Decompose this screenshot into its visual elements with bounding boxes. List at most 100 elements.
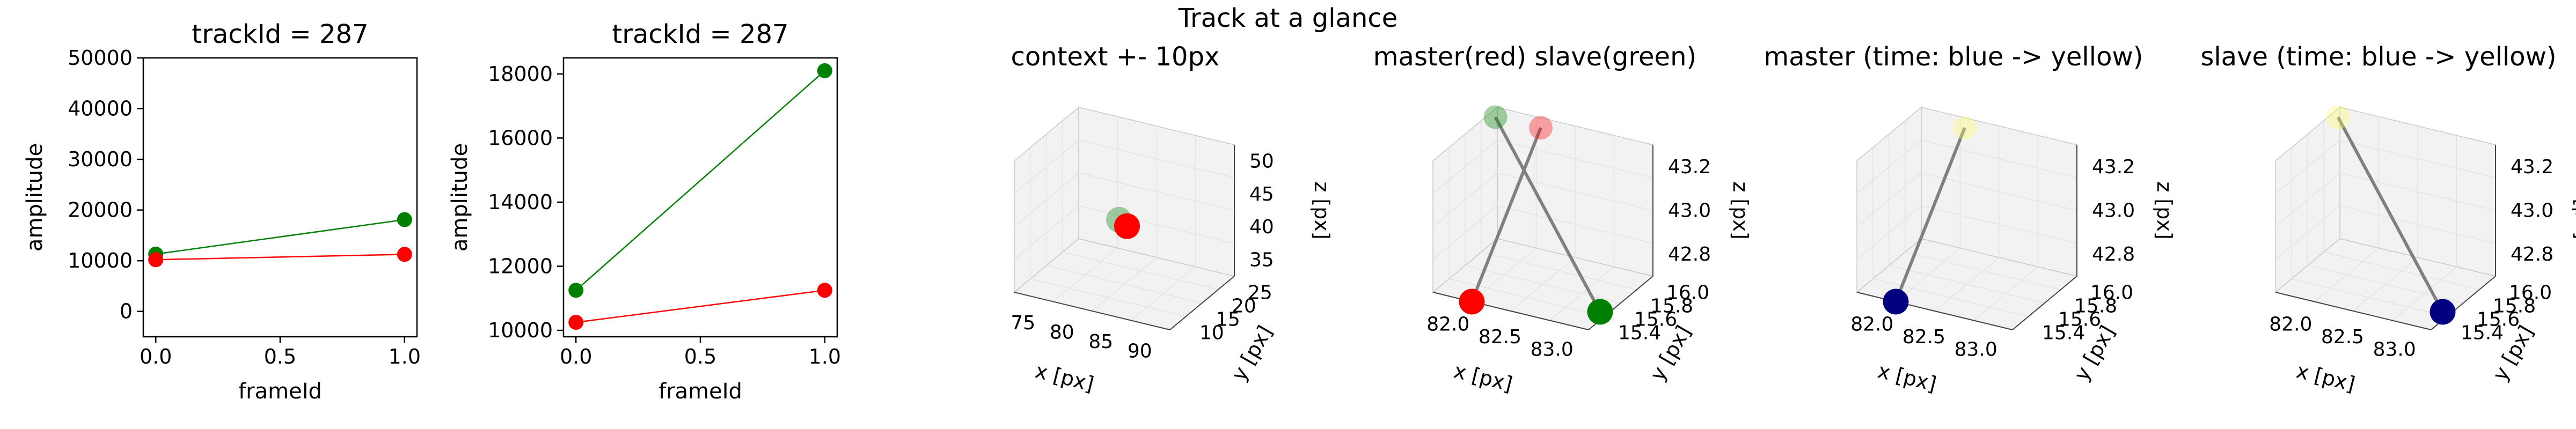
charts-group: trackId = 287 0.0 0.5 1.0 0 10000 20000 30000 40… <box>23 19 2576 404</box>
grid-line <box>1973 266 2038 321</box>
grid-line <box>1432 139 1498 194</box>
x-tick-label: 0.0 <box>560 345 592 368</box>
x-axis-label: x [px] <box>1452 359 1515 396</box>
z-tick-label: 40 <box>1249 216 1274 238</box>
y-tick-label: 16.0 <box>2509 282 2552 304</box>
chart-title: trackId = 287 <box>612 19 788 49</box>
x-axis-line <box>2275 292 2432 330</box>
x-tick-label: 82.5 <box>1479 326 1521 348</box>
grid-line <box>2307 265 2464 304</box>
x-axis-label: x [px] <box>2294 359 2358 396</box>
y-tick-label: 16.0 <box>1666 282 1709 304</box>
grid-line <box>1014 139 1079 194</box>
x-axis-line <box>1432 292 1589 330</box>
z-axis-label: z [px] <box>2571 181 2576 239</box>
y-tick-label: 25 <box>1248 282 1272 304</box>
track-line <box>1894 127 1966 302</box>
x-tick-label: 82.5 <box>2321 326 2364 348</box>
grid-line <box>1481 252 1637 290</box>
grid-line <box>1856 139 1922 194</box>
z-tick-label: 43.0 <box>2511 200 2553 222</box>
x-tick-label: 0.5 <box>264 345 296 368</box>
grid-line <box>1549 266 1614 321</box>
y-axis-line <box>2012 276 2077 330</box>
x-axis-line <box>1856 292 2013 330</box>
grid-line <box>1432 172 1498 227</box>
x-tick-label: 82.0 <box>1426 314 1469 336</box>
y-tick-label: 15 <box>1216 309 1240 331</box>
master-point-start <box>1529 116 1553 140</box>
series-line-2 <box>156 254 405 261</box>
z-tick-label: 43.2 <box>2092 156 2135 178</box>
y-axis-label: amplitude <box>448 143 472 252</box>
grid-line <box>1856 172 1922 227</box>
y-axis-line <box>1169 276 1235 330</box>
chart-title: context +- 10px <box>1011 42 1220 72</box>
chart-title: trackId = 287 <box>192 19 368 49</box>
grid-line <box>1497 139 1653 178</box>
x-tick-label: 83.0 <box>2373 338 2416 360</box>
y-axis-label: amplitude <box>23 143 47 252</box>
chart-1: trackId = 287 0.0 0.5 1.0 0 10000 20000 30000 40… <box>23 19 421 404</box>
y-tick-label: 0 <box>120 300 133 323</box>
grid-line <box>1465 265 1621 304</box>
y-tick-label: 50000 <box>68 46 133 70</box>
grid-line <box>2323 252 2480 290</box>
y-tick-label: 16.0 <box>2090 282 2133 304</box>
x-tick-label: 75 <box>1011 312 1035 334</box>
x-tick-label: 85 <box>1088 331 1113 353</box>
y-tick-label: 15.4 <box>1618 322 1661 344</box>
series-2-point <box>148 252 164 268</box>
series-1-point <box>568 283 584 298</box>
series-2-point <box>568 315 584 330</box>
x-axis-label: frameId <box>238 379 322 404</box>
y-tick-label: 30000 <box>68 147 133 171</box>
series-2-point <box>817 283 832 298</box>
track-line <box>2336 116 2445 313</box>
x-axis-label: frameId <box>658 379 742 404</box>
series-1-point <box>397 212 412 227</box>
grid-line <box>2275 139 2340 194</box>
z-tick-label: 42.8 <box>2511 243 2553 265</box>
chart-title: slave (time: blue -> yellow) <box>2200 42 2556 72</box>
z-axis-label: z [px] <box>1729 181 1752 239</box>
z-tick-label: 43.2 <box>1668 156 1711 178</box>
y-tick-label: 14000 <box>488 190 553 214</box>
y-tick-label: 15.6 <box>2477 309 2520 331</box>
grid-line <box>2275 172 2340 227</box>
grid-line <box>1078 139 1235 178</box>
y-tick-label: 10000 <box>68 249 133 272</box>
track-point-early <box>2429 299 2456 325</box>
grid-line <box>1921 139 2077 178</box>
y-tick-label: 16000 <box>488 126 553 150</box>
y-tick-label: 15.6 <box>2058 309 2101 331</box>
grid-line <box>1131 266 1196 321</box>
z-tick-label: 43.2 <box>2511 156 2553 178</box>
figure-suptitle: Track at a glance <box>1178 3 1398 33</box>
grid-line <box>2392 266 2457 321</box>
grid-line <box>2339 139 2496 178</box>
track-point-early <box>1883 289 1909 315</box>
plot-frame <box>562 57 838 338</box>
chart-6: slave (time: blue -> yellow) 82.0 82.5 83.0… <box>2200 42 2576 396</box>
chart-5: master (time: blue -> yellow) 82.0 82.5 83.… <box>1764 42 2176 396</box>
z-tick-label: 35 <box>1249 249 1274 271</box>
z-tick-label: 42.8 <box>2092 243 2135 265</box>
x-tick-label: 82.5 <box>1902 326 1945 348</box>
z-tick-label: 42.8 <box>1668 243 1711 265</box>
master-track-line <box>1470 127 1542 302</box>
grid-line <box>1014 172 1079 227</box>
x-axis-label: x [px] <box>1876 359 1939 396</box>
z-axis-label: z [px] <box>1310 181 1334 239</box>
grid-line <box>1062 252 1219 290</box>
chart-title: master (time: blue -> yellow) <box>1764 42 2143 72</box>
z-tick-label: 50 <box>1249 151 1274 173</box>
grid-line <box>1889 265 2045 304</box>
slave-point-start <box>1483 105 1507 129</box>
slave-point-end <box>1587 299 1613 325</box>
z-axis-label: z [px] <box>2153 181 2176 239</box>
chart-2: trackId = 287 0.0 0.5 1.0 10000 12000 14000 160… <box>448 19 841 404</box>
x-tick-label: 0.0 <box>140 345 172 368</box>
x-tick-label: 82.0 <box>2269 314 2312 336</box>
